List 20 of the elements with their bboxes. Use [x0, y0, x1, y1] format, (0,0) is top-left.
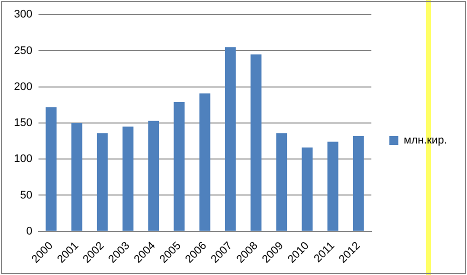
bar	[96, 133, 108, 231]
y-tick-label: 100	[14, 153, 32, 166]
y-tick-label: 300	[14, 8, 32, 21]
bar	[276, 133, 288, 231]
bar	[148, 120, 160, 231]
y-tick-label: 200	[14, 80, 32, 93]
y-tick-label: 0	[26, 225, 32, 238]
bar	[71, 122, 82, 231]
bar	[199, 93, 210, 231]
bar	[122, 126, 134, 231]
y-tick-label: 50	[20, 189, 32, 202]
bar	[46, 107, 57, 231]
bar	[353, 136, 364, 231]
bar	[302, 148, 313, 231]
bar	[327, 142, 338, 231]
bar	[250, 54, 262, 231]
y-tick-label: 250	[14, 44, 32, 57]
y-tick-label: 150	[14, 117, 32, 130]
bar	[224, 47, 236, 231]
bar	[174, 102, 185, 231]
